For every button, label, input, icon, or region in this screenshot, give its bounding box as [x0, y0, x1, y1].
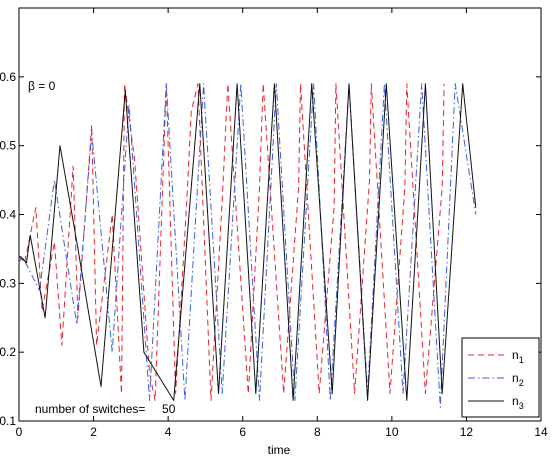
beta-annotation: β = 0: [28, 79, 56, 93]
series-line-n3: [18, 83, 477, 401]
series-line-n1: [18, 83, 445, 401]
axis-ticks: 0 2 4 6 8 10 12 14 0.1 0.2 0.3 0.4 0.5 0.6: [0, 8, 548, 439]
x-tick-label: 12: [460, 425, 474, 439]
x-tick-label: 6: [239, 425, 246, 439]
series-layer: [18, 83, 477, 408]
x-axis-label: time: [268, 443, 291, 457]
legend: n1 n2 n3: [461, 337, 540, 418]
switches-annotation: number of switches= 50: [35, 402, 176, 416]
x-tick-label: 10: [385, 425, 399, 439]
legend-label-n2: n2: [512, 371, 524, 388]
x-tick-label: 2: [90, 425, 97, 439]
legend-label-n1: n1: [512, 348, 524, 365]
y-tick-label: 0.1: [0, 414, 16, 428]
legend-label-n3: n3: [512, 394, 524, 411]
x-tick-label: 4: [165, 425, 172, 439]
x-tick-label: 0: [16, 425, 23, 439]
y-tick-label: 0.6: [0, 70, 16, 84]
y-tick-label: 0.2: [0, 345, 16, 359]
x-tick-label: 14: [534, 425, 548, 439]
x-tick-label: 8: [314, 425, 321, 439]
y-tick-label: 0.4: [0, 208, 16, 222]
series-line-n2: [18, 83, 477, 408]
y-tick-label: 0.5: [0, 139, 16, 153]
y-tick-label: 0.3: [0, 276, 16, 290]
